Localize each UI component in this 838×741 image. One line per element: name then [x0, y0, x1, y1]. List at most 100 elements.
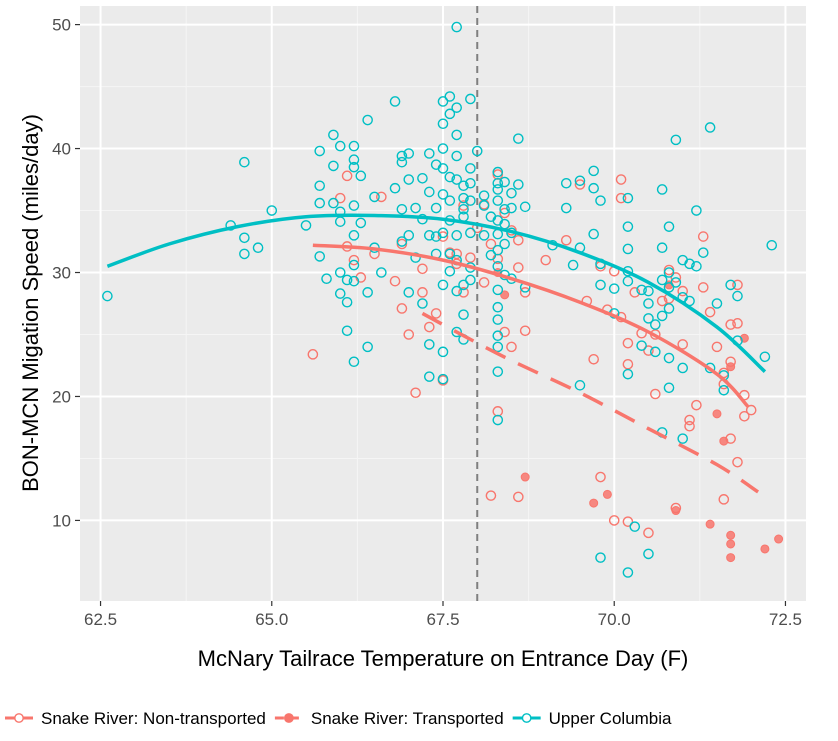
- data-point: [492, 177, 504, 189]
- data-point: [376, 267, 387, 278]
- data-point: [102, 290, 113, 302]
- y-tick-label: 40: [52, 140, 71, 159]
- data-point: [465, 195, 476, 206]
- data-point: [595, 279, 606, 291]
- data-point: [458, 279, 469, 291]
- data-point: [643, 527, 654, 539]
- data-point: [622, 275, 634, 287]
- data-point: [348, 200, 360, 211]
- data-point: [444, 248, 456, 260]
- data-point: [239, 156, 250, 168]
- data-point: [506, 187, 517, 199]
- data-point: [766, 239, 778, 251]
- data-point: [684, 258, 695, 270]
- data-point: [403, 174, 415, 185]
- data-point: [492, 366, 504, 377]
- data-point: [684, 414, 695, 426]
- data-point: [266, 205, 278, 216]
- data-point: [348, 259, 360, 271]
- data-point: [622, 192, 634, 204]
- data-point: [396, 156, 408, 168]
- data-point: [437, 227, 449, 239]
- data-point: [492, 166, 504, 178]
- data-point: [726, 530, 736, 540]
- data-point: [334, 216, 346, 227]
- data-point: [677, 362, 689, 374]
- data-point: [403, 230, 415, 241]
- data-point: [589, 498, 599, 508]
- data-point: [424, 230, 435, 241]
- data-point: [520, 472, 530, 482]
- fit-line: [106, 213, 767, 373]
- fit-lines-layer: [106, 213, 767, 494]
- data-point: [465, 163, 476, 174]
- data-point: [424, 371, 435, 382]
- data-point: [437, 118, 449, 130]
- data-point: [499, 203, 510, 215]
- data-point: [643, 285, 654, 297]
- data-point: [595, 195, 606, 206]
- data-point: [334, 288, 346, 299]
- data-point: [492, 341, 504, 353]
- data-point: [430, 202, 442, 214]
- data-point: [328, 197, 339, 209]
- data-point: [458, 192, 469, 204]
- data-point: [670, 272, 682, 283]
- data-point: [663, 267, 675, 278]
- data-point: [602, 489, 612, 499]
- data-point: [513, 179, 524, 190]
- fit-line: [312, 243, 750, 408]
- data-point: [307, 349, 319, 360]
- data-point: [643, 298, 654, 309]
- data-point: [622, 516, 634, 527]
- data-point: [656, 242, 668, 254]
- data-point: [492, 184, 504, 195]
- data-point: [403, 329, 415, 340]
- data-point: [519, 287, 531, 298]
- data-point: [465, 274, 476, 286]
- legend-key-marker: [283, 713, 294, 723]
- data-point: [629, 287, 641, 298]
- data-point: [656, 184, 668, 195]
- data-point: [348, 154, 360, 166]
- data-point: [513, 133, 524, 144]
- data-point: [519, 325, 531, 337]
- data-point: [643, 345, 654, 356]
- data-point: [670, 277, 682, 288]
- y-axis-title: BON-MCN Migation Speed (miles/day): [18, 114, 43, 492]
- data-point: [437, 189, 449, 200]
- data-point: [492, 301, 504, 313]
- data-point: [622, 337, 634, 349]
- data-point: [417, 287, 428, 298]
- data-point: [718, 494, 730, 505]
- data-point: [403, 148, 415, 159]
- data-point: [506, 341, 517, 353]
- data-point: [362, 287, 373, 298]
- data-point: [362, 114, 373, 126]
- data-point: [424, 339, 435, 350]
- data-point: [362, 341, 373, 353]
- y-axis-ticks: 10 20 30 40 50: [52, 16, 80, 530]
- legend: Snake River: Non-transported Snake River:…: [5, 709, 672, 728]
- data-point: [321, 273, 332, 285]
- data-point: [478, 277, 490, 288]
- data-point: [492, 314, 504, 325]
- legend-key-marker: [14, 713, 24, 723]
- data-point: [513, 491, 524, 503]
- data-point: [458, 309, 469, 320]
- data-point: [622, 368, 634, 380]
- data-point: [348, 356, 360, 368]
- data-point: [458, 180, 469, 192]
- data-point: [341, 274, 353, 286]
- data-point: [574, 380, 586, 391]
- data-point: [499, 238, 510, 250]
- data-point: [451, 150, 462, 162]
- data-point: [424, 148, 435, 159]
- legend-label: Snake River: Transported: [311, 709, 504, 728]
- x-tick-label: 62.5: [84, 610, 117, 629]
- data-point: [396, 203, 408, 215]
- data-point: [663, 282, 675, 293]
- data-point: [677, 285, 689, 297]
- data-point: [726, 539, 736, 549]
